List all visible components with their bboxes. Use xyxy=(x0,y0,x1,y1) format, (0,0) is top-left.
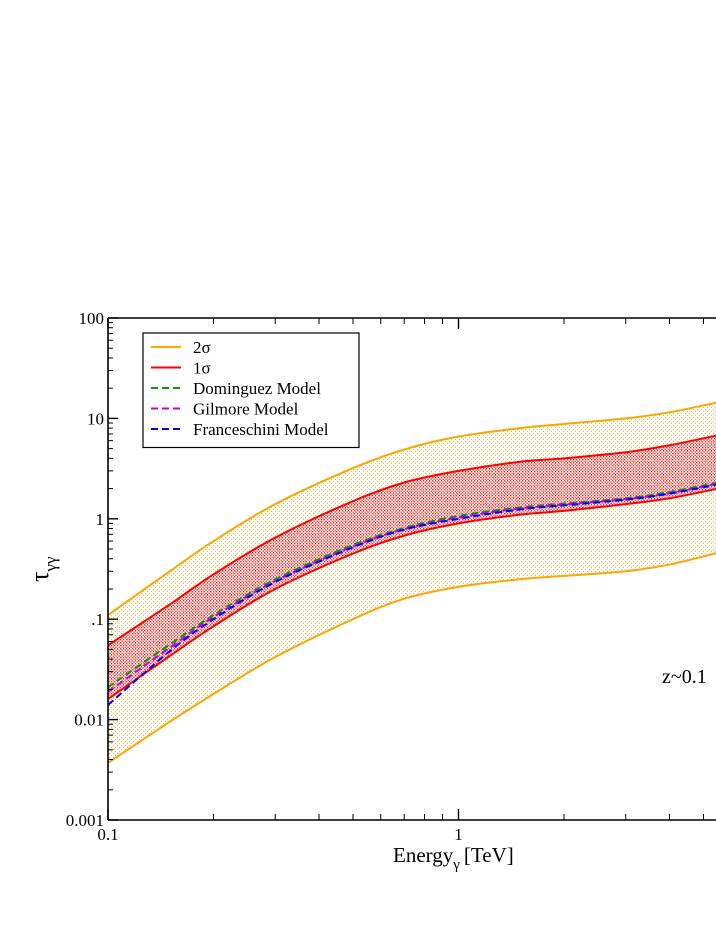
redshift-annotation: z~0.1 xyxy=(662,666,707,688)
plot-area xyxy=(108,401,716,764)
legend-label-2: 1σ xyxy=(193,359,211,378)
x-axis-label-main: Energy xyxy=(393,843,454,867)
y-tick-label: 10 xyxy=(87,409,104,428)
y-tick-label: 0.001 xyxy=(66,811,104,830)
y-tick-label: 100 xyxy=(79,309,105,328)
x-axis-label-unit: [TeV] xyxy=(464,843,514,867)
band-upper-line-1 xyxy=(108,401,716,616)
legend-label-3: Dominguez Model xyxy=(193,379,321,398)
y-tick-label: 1 xyxy=(96,510,105,529)
legend-label-5: Franceschini Model xyxy=(193,420,329,439)
x-tick-label: 1 xyxy=(454,825,463,844)
band-lower-line-2 xyxy=(108,487,716,700)
x-tick-label: 0.1 xyxy=(97,825,118,844)
y-tick-label: .1 xyxy=(91,610,104,629)
band-fill-2 xyxy=(108,435,716,700)
y-axis-label: τγγ xyxy=(25,556,60,582)
series-line-3 xyxy=(108,483,716,706)
band-upper-line-2 xyxy=(108,434,716,647)
legend-label-4: Gilmore Model xyxy=(193,400,299,419)
y-axis-label-sub: γγ xyxy=(41,556,60,573)
series-line-2 xyxy=(108,482,716,693)
x-axis-label: Energyγ [TeV] xyxy=(393,843,514,873)
legend-label-1: 2σ xyxy=(193,338,211,357)
x-axis-label-sub: γ xyxy=(452,857,460,873)
y-axis-label-main: τ xyxy=(25,572,54,582)
band-lower-line-1 xyxy=(108,552,716,764)
y-tick-label: 0.01 xyxy=(74,711,104,730)
